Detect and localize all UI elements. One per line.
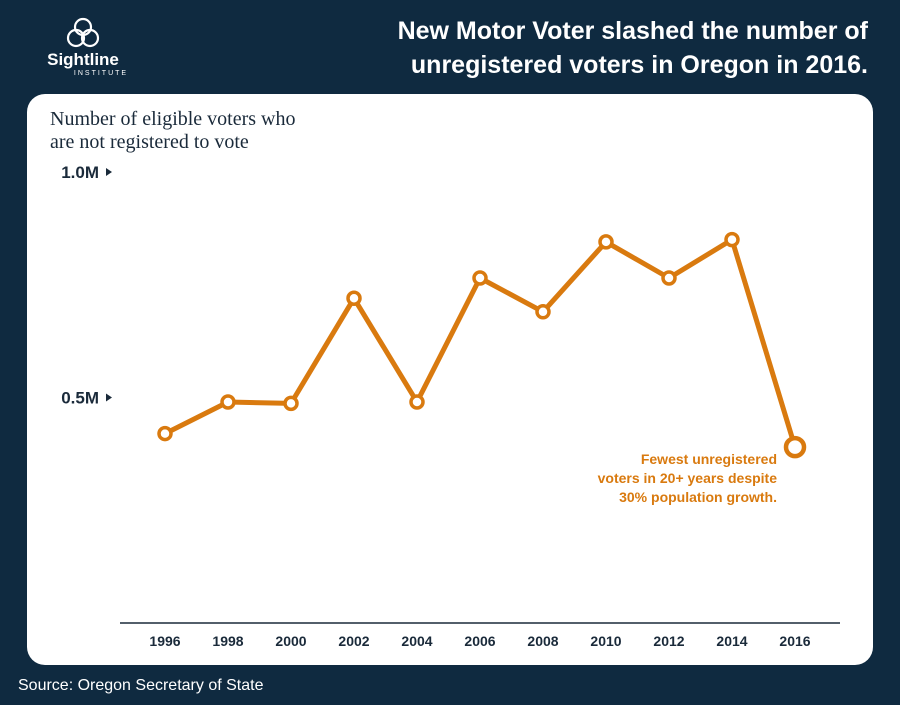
logo-subtitle: INSTITUTE <box>73 70 129 77</box>
x-tick-label-2016: 2016 <box>779 633 810 649</box>
data-point-2008 <box>535 304 551 320</box>
data-point-2006 <box>472 270 488 286</box>
page-title: New Motor Voter slashed the number of un… <box>268 14 868 82</box>
x-tick-label-2012: 2012 <box>653 633 684 649</box>
data-point-2016 <box>783 435 807 459</box>
logo-knot-icon <box>66 17 100 48</box>
x-tick-label-2000: 2000 <box>275 633 306 649</box>
x-tick-label-2008: 2008 <box>527 633 558 649</box>
y-axis-title-line-2: are not registered to vote <box>50 131 249 153</box>
data-point-2002 <box>346 290 362 307</box>
x-tick-label-2002: 2002 <box>338 633 369 649</box>
page-title-line-2: unregistered voters in Oregon in 2016. <box>410 51 868 79</box>
y-tick-marker-0 <box>106 393 112 402</box>
logo-name: Sightline <box>47 50 119 69</box>
data-point-2012 <box>661 270 677 286</box>
annotation-line-2: voters in 20+ years despite <box>598 470 778 486</box>
line-chart: 0.5M 1.0M 1996 1998 2000 2002 2004 2006 2008 2010… <box>61 163 840 649</box>
annotation-line-1: Fewest unregistered <box>641 451 777 467</box>
x-tick-label-2010: 2010 <box>590 633 621 649</box>
annotation-line-3: 30% population growth. <box>619 489 777 505</box>
data-point-2000 <box>283 395 299 412</box>
data-point-1996 <box>157 425 173 442</box>
data-point-2004 <box>409 394 425 410</box>
page-title-line-1: New Motor Voter slashed the number of <box>397 17 868 45</box>
chart-card: Number of eligible voters who are not re… <box>27 94 873 665</box>
data-point-2014 <box>724 231 740 248</box>
y-axis-title: Number of eligible voters who are not re… <box>50 108 370 154</box>
source-note: Source: Oregon Secretary of State <box>18 677 264 694</box>
data-point-1998 <box>220 394 236 410</box>
y-tick-label-0: 0.5M <box>61 389 99 408</box>
x-tick-label-2014: 2014 <box>716 633 747 649</box>
x-tick-label-2004: 2004 <box>401 633 432 649</box>
y-axis-title-line-1: Number of eligible voters who <box>50 108 296 130</box>
y-tick-marker-1 <box>106 168 112 176</box>
data-point-2010 <box>598 234 614 250</box>
x-tick-label-2006: 2006 <box>464 633 495 649</box>
y-tick-label-1: 1.0M <box>61 163 99 182</box>
x-tick-label-1996: 1996 <box>149 633 180 649</box>
sightline-logo: Sightline INSTITUTE <box>28 16 138 78</box>
x-tick-label-1998: 1998 <box>212 633 243 649</box>
